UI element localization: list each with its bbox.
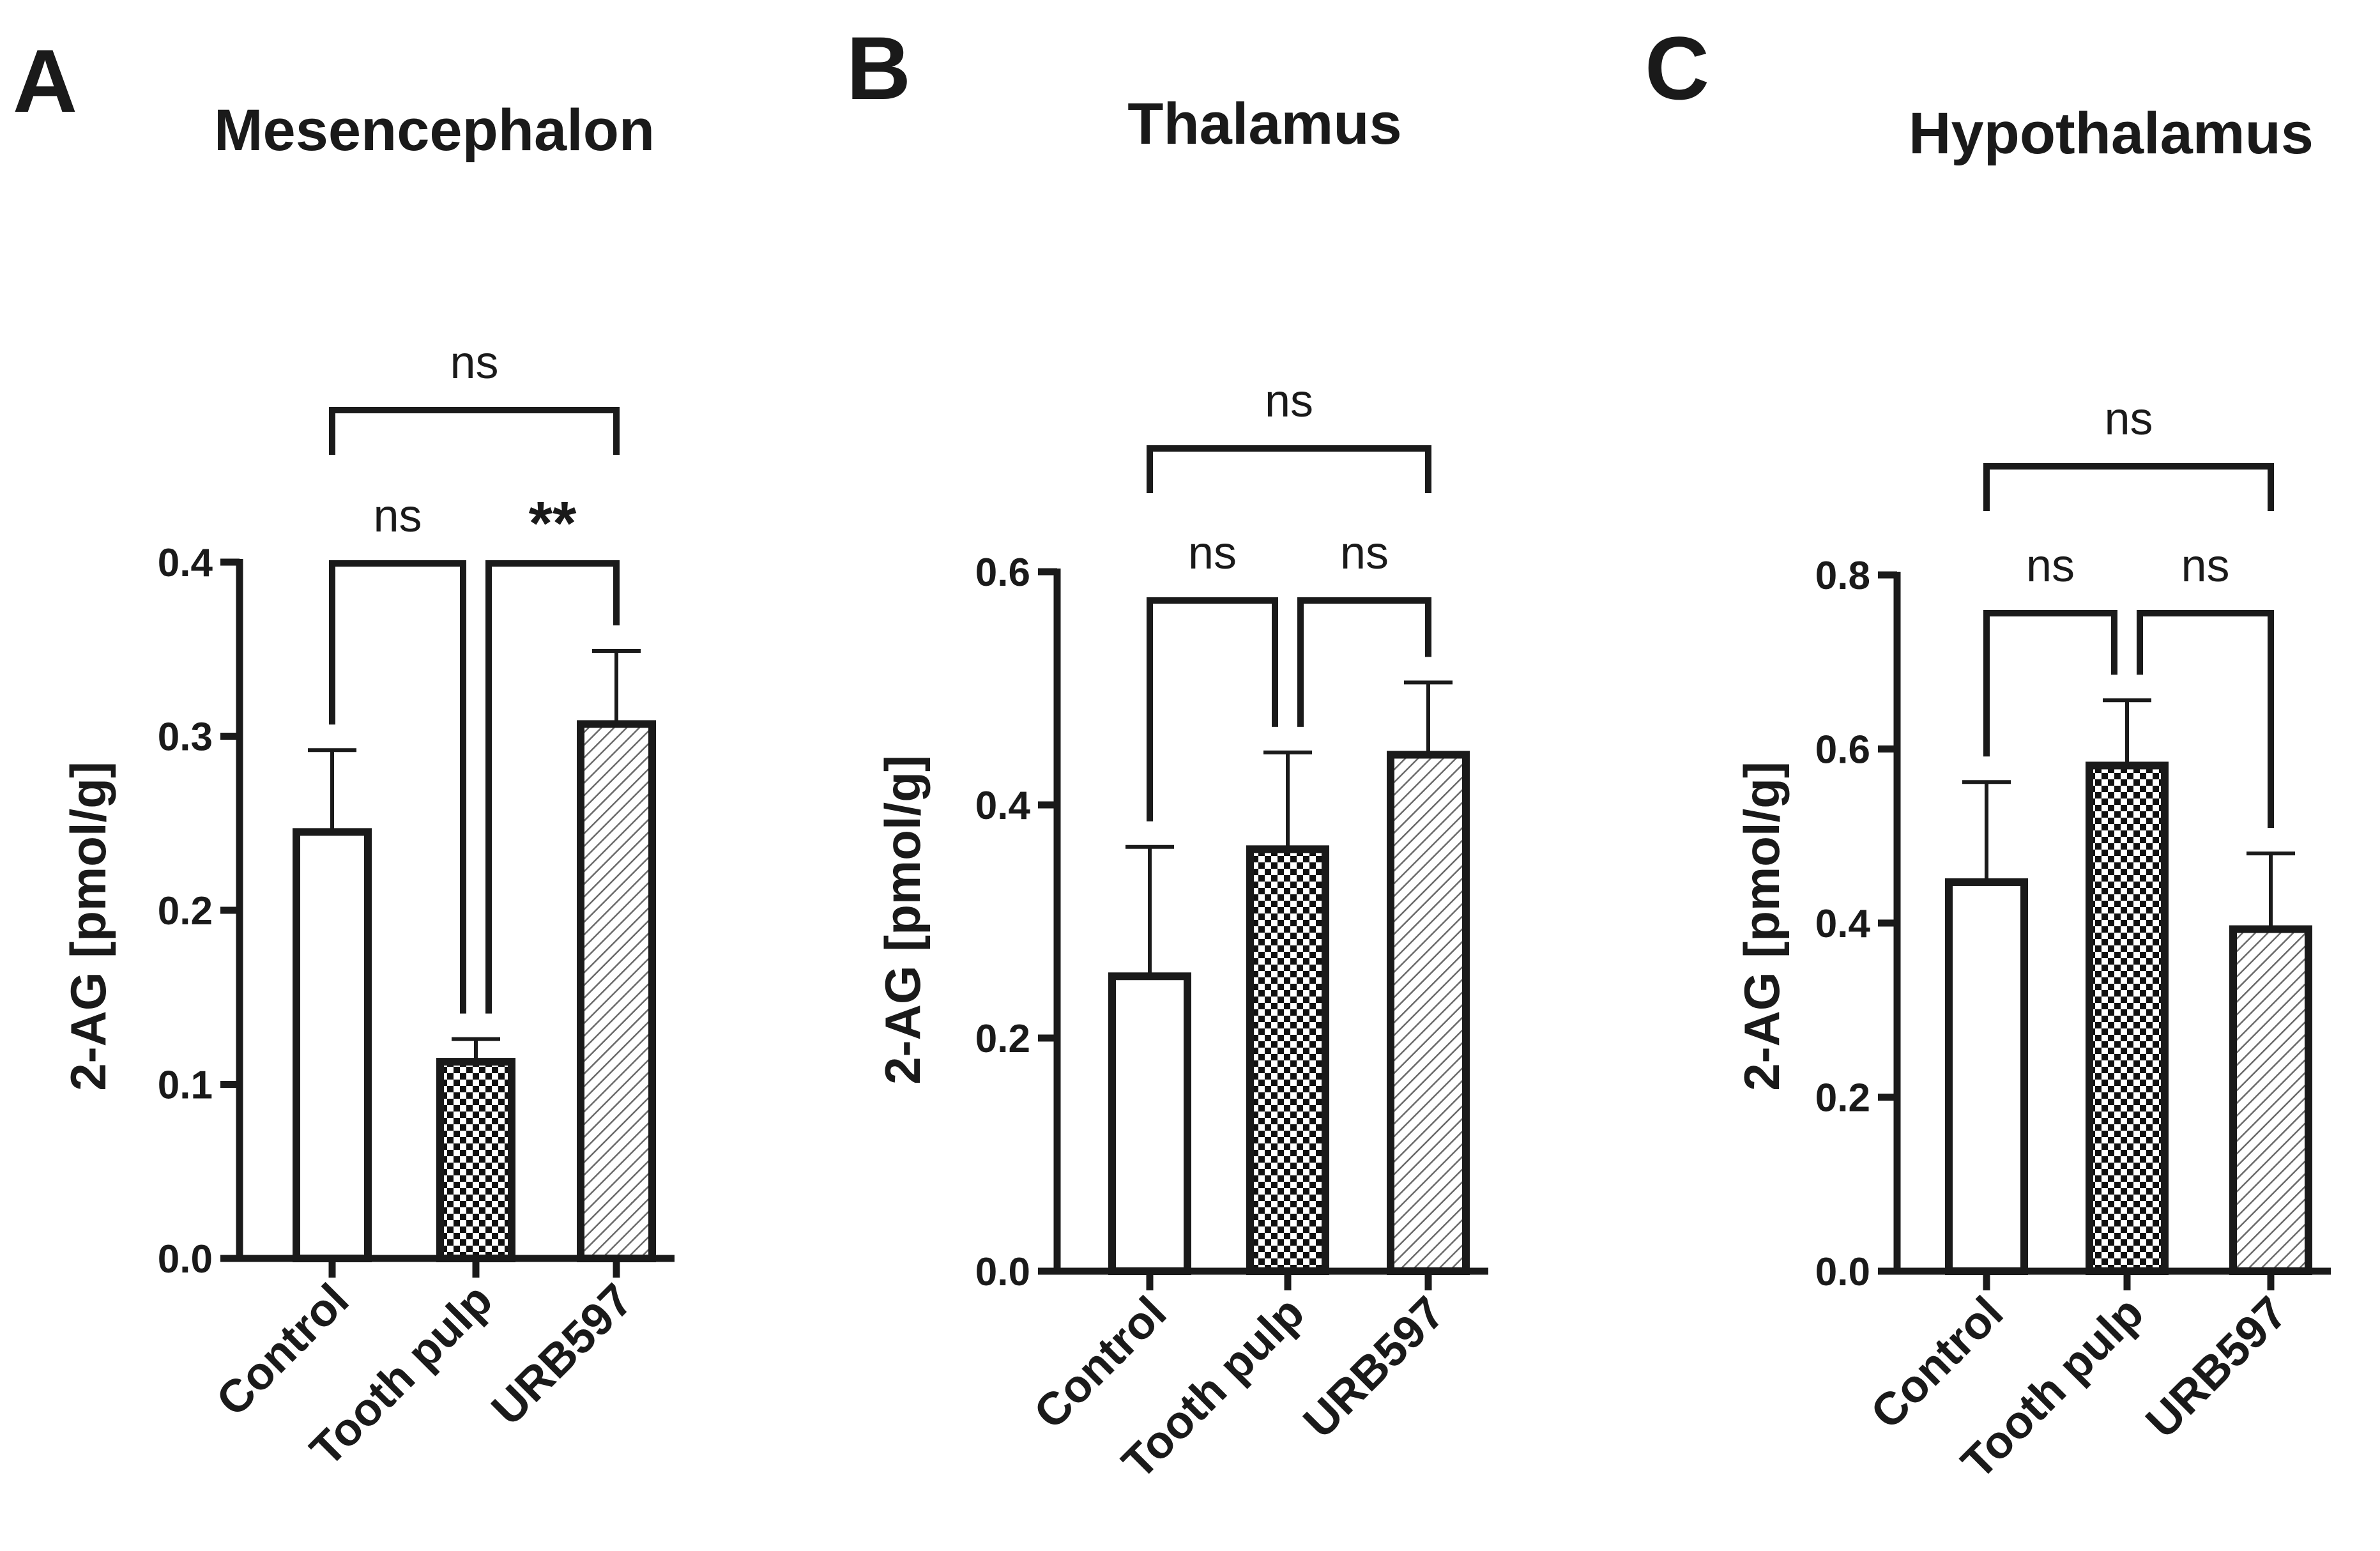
y-tick-label: 0.3 <box>158 715 213 760</box>
y-axis-label: 2-AG [pmol/g] <box>1734 761 1790 1091</box>
significance-label: ns <box>2026 540 2075 592</box>
bar-urb597 <box>577 720 656 1263</box>
y-tick-label: 0.0 <box>158 1237 213 1281</box>
significance-label: ns <box>450 337 498 388</box>
significance-bracket <box>329 407 620 455</box>
significance-label: ns <box>1265 376 1313 427</box>
significance-bracket <box>329 560 466 1014</box>
x-tick-label: URB597 <box>482 1274 643 1435</box>
chart-title: Hypothalamus <box>1909 101 2314 166</box>
y-tick-label: 0.2 <box>158 889 213 933</box>
significance-bracket <box>1983 610 2117 757</box>
y-tick-label: 0.6 <box>1815 728 1870 772</box>
significance-bracket <box>1983 463 2274 511</box>
panel-a: A Mesencephalon 2-AG [pmol/g] 0.0 0.1 0.2 0… <box>13 31 675 1476</box>
significance-bracket <box>1147 597 1278 821</box>
bar-urb597 <box>1387 751 1470 1275</box>
y-tick-label: 0.2 <box>1815 1076 1870 1120</box>
bar-control <box>1108 972 1191 1276</box>
y-tick-label: 0.0 <box>975 1250 1030 1294</box>
bar-control <box>293 828 372 1262</box>
chart-title: Mesencephalon <box>214 98 655 163</box>
chart-title: Thalamus <box>1127 91 1401 157</box>
bar-tooth-pulp <box>436 1058 515 1262</box>
significance-label: ** <box>529 489 577 558</box>
y-tick-label: 0.4 <box>1815 902 1871 946</box>
y-tick-label: 0.4 <box>975 784 1031 828</box>
y-tick-label: 0.1 <box>158 1064 213 1108</box>
bar-tooth-pulp <box>2086 761 2169 1275</box>
significance-label: ns <box>2104 393 2153 445</box>
significance-bracket <box>2137 610 2274 828</box>
panel-c: C Hypothalamus 2-AG [pmol/g] 0.0 0.2 0.4 0.… <box>1645 18 2331 1488</box>
panel-letter: C <box>1645 18 1709 118</box>
x-tick-label: Control <box>207 1274 359 1426</box>
significance-label: ns <box>1340 528 1389 579</box>
y-axis-label: 2-AG [pmol/g] <box>60 761 116 1091</box>
y-tick-label: 0.0 <box>1815 1250 1870 1294</box>
y-tick-label: 0.6 <box>975 551 1030 595</box>
significance-bracket <box>1147 445 1431 493</box>
significance-bracket <box>1297 597 1431 727</box>
y-axis-label: 2-AG [pmol/g] <box>874 755 931 1085</box>
significance-bracket <box>485 560 620 1014</box>
significance-label: ns <box>2181 540 2229 592</box>
bar-urb597 <box>2229 925 2312 1275</box>
bar-control <box>1945 878 2028 1275</box>
panel-b: B Thalamus 2-AG [pmol/g] 0.00.20.40.6Con… <box>846 18 1488 1488</box>
significance-label: ns <box>1188 528 1237 579</box>
y-tick-label: 0.8 <box>1815 554 1870 598</box>
y-tick-label: 0.4 <box>158 541 213 585</box>
panel-letter: B <box>846 18 911 118</box>
x-tick-label: URB597 <box>2136 1287 2297 1448</box>
panel-letter: A <box>13 31 77 131</box>
significance-label: ns <box>373 491 422 542</box>
x-tick-label: URB597 <box>1293 1287 1454 1448</box>
y-tick-label: 0.2 <box>975 1017 1030 1061</box>
bar-tooth-pulp <box>1246 845 1329 1275</box>
